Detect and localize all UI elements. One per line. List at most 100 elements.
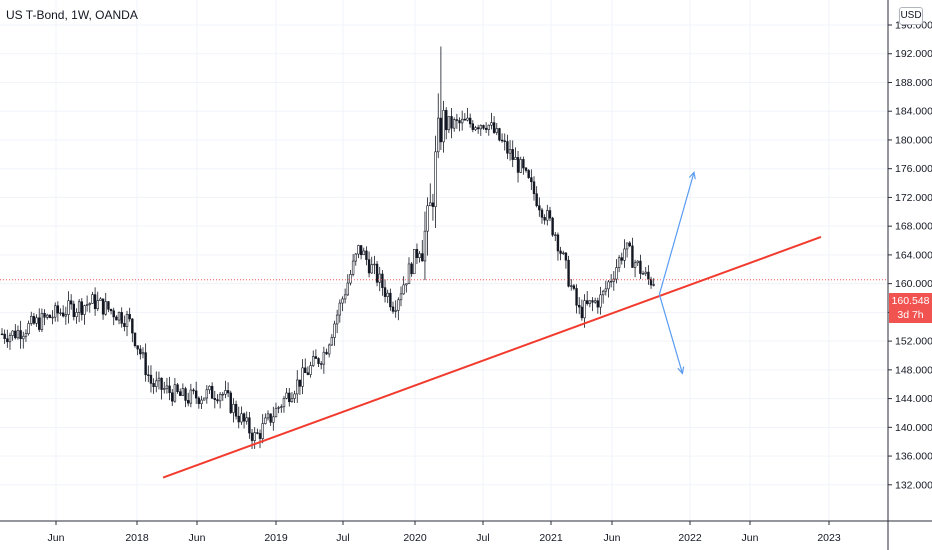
- candle: [85, 295, 89, 312]
- candle-body: [375, 263, 379, 283]
- candle: [357, 244, 360, 259]
- candle: [455, 113, 459, 129]
- candle: [117, 311, 121, 325]
- trendline[interactable]: [162, 235, 822, 479]
- candle-body: [593, 300, 597, 303]
- candle: [165, 377, 169, 394]
- time-tick-label: Jun: [742, 532, 759, 544]
- candle-body: [383, 287, 387, 297]
- candle: [83, 304, 86, 325]
- candle-body: [338, 302, 342, 316]
- candle: [80, 298, 84, 321]
- currency-button[interactable]: USD: [899, 7, 923, 25]
- candle-body: [32, 316, 36, 324]
- candle: [423, 211, 427, 281]
- candle: [16, 325, 20, 340]
- candle: [274, 402, 278, 418]
- candle-body: [463, 118, 467, 121]
- projection-arrow[interactable]: [658, 294, 685, 375]
- candle: [104, 292, 107, 316]
- candle-body: [269, 413, 272, 423]
- candle-body: [131, 318, 134, 334]
- candle-body: [431, 202, 435, 207]
- time-axis[interactable]: Jun 2018 Jun 2019 Jul 2020 Jul 2021 Jun 2022 Jun 20…: [48, 521, 841, 544]
- candle: [410, 262, 413, 277]
- candle: [572, 284, 576, 291]
- candle: [386, 289, 389, 304]
- candle: [639, 254, 642, 280]
- candle: [277, 405, 280, 414]
- candle-body: [290, 398, 294, 403]
- candle-body: [80, 301, 84, 315]
- candle-body: [242, 413, 246, 422]
- time-tick-label: 2022: [678, 532, 702, 544]
- candle: [181, 383, 185, 396]
- candle: [402, 276, 405, 295]
- candle-body: [157, 377, 161, 382]
- candle: [564, 252, 568, 269]
- price-tick-label: 168.000: [895, 221, 932, 233]
- projection-arrows[interactable]: [658, 170, 696, 375]
- candle-body: [256, 432, 259, 434]
- candle-body: [367, 259, 371, 274]
- candle: [373, 255, 376, 275]
- candle-body: [343, 294, 347, 300]
- candle-body: [421, 253, 424, 262]
- candle: [11, 330, 14, 341]
- candle: [319, 360, 323, 370]
- candle-body: [149, 374, 153, 384]
- candle-body: [298, 379, 302, 387]
- candle: [429, 183, 432, 207]
- candle-body: [75, 312, 78, 318]
- candle: [426, 197, 429, 256]
- candle: [53, 302, 57, 322]
- candle-body: [447, 116, 451, 131]
- projection-arrow[interactable]: [658, 170, 696, 295]
- candle-body: [317, 358, 320, 364]
- candle-body: [548, 210, 552, 219]
- time-tick-label: Jul: [476, 532, 489, 544]
- candle: [445, 107, 448, 140]
- symbol-legend[interactable]: US T-Bond, 1W, OANDA: [6, 8, 138, 22]
- candle-body: [570, 285, 573, 287]
- candle: [556, 232, 560, 261]
- candle-body: [564, 252, 568, 261]
- candle-body: [625, 242, 629, 250]
- arrow-head: [688, 170, 696, 180]
- candle: [194, 381, 198, 404]
- candle: [644, 267, 647, 277]
- candle: [532, 176, 536, 201]
- candle: [538, 197, 541, 217]
- candle-body: [540, 209, 544, 218]
- candle-body: [61, 312, 65, 317]
- candle-body: [240, 413, 243, 423]
- candle: [0, 328, 4, 336]
- candle-body: [258, 433, 262, 439]
- candle: [309, 361, 312, 378]
- candle: [64, 306, 68, 325]
- candle-body: [208, 385, 211, 391]
- price-axis[interactable]: 132.000 136.000 140.000 144.000 148.000 152.0…: [888, 20, 932, 492]
- candle-body: [346, 282, 349, 296]
- candle: [306, 366, 310, 376]
- candle: [43, 309, 46, 326]
- price-tick-label: 164.000: [895, 249, 932, 261]
- candle-body: [216, 399, 219, 402]
- time-tick-label: 2020: [403, 532, 427, 544]
- candle-body: [556, 234, 560, 252]
- candle-body: [508, 149, 512, 154]
- candle-body: [19, 330, 22, 340]
- candle-body: [623, 248, 626, 261]
- candle-body: [85, 304, 89, 306]
- candle: [519, 156, 522, 174]
- candle: [516, 150, 520, 183]
- candle: [389, 288, 392, 311]
- candle: [570, 279, 573, 291]
- candle-body: [83, 305, 86, 315]
- candle-body: [139, 348, 142, 355]
- candle: [599, 286, 602, 315]
- last-price-value: 160.548: [891, 295, 930, 307]
- candle: [93, 287, 97, 316]
- candle-body: [109, 308, 113, 312]
